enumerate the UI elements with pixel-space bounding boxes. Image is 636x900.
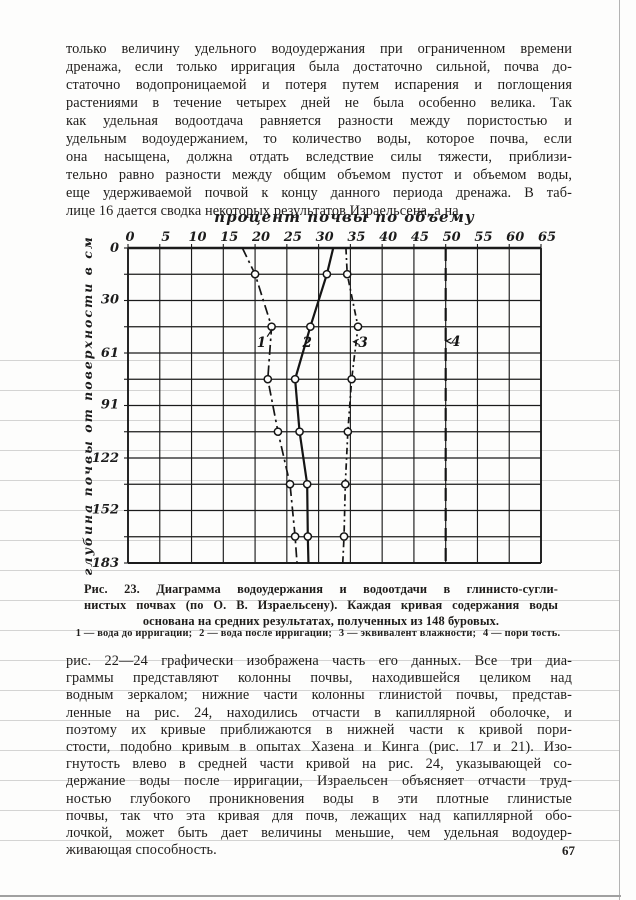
paragraph-bottom: рис. 22—24 графически изображена часть е… <box>66 653 572 859</box>
caption-line: нистых почвах (по О. В. Израельсену). Ка… <box>84 598 558 612</box>
svg-text:4: 4 <box>451 334 460 350</box>
svg-text:65: 65 <box>538 230 556 245</box>
text-line: только величину удельного водоудержания … <box>66 41 572 57</box>
svg-text:25: 25 <box>283 230 302 245</box>
text-line: поэтому их кривые приближаются в нижней … <box>66 721 572 738</box>
text-line: держание воды после ирригации, Израельсе… <box>66 773 572 790</box>
text-line: рис. 22—24 графически изображена часть е… <box>66 653 572 669</box>
text-line: растениями в течение четырех дней не был… <box>66 95 572 111</box>
text-line: удельным водоудержанием, то количество в… <box>66 131 572 147</box>
figure-legend: 1 — вода до ирригации; 2 — вода после ир… <box>58 628 578 639</box>
svg-text:60: 60 <box>506 230 524 245</box>
text-line: ленные на рис. 24, находились отчасти в … <box>66 704 572 721</box>
legend-item-3: 3 — эквивалент влажности; <box>338 628 477 639</box>
svg-text:30: 30 <box>316 230 334 245</box>
text-line: лочкой, может быть дает величины меньшие… <box>66 824 572 841</box>
svg-text:50: 50 <box>443 230 461 245</box>
text-line: дренажа, если только ирригация была дост… <box>66 59 572 75</box>
text-line: живающая способность. <box>66 842 217 859</box>
text-line: ностью глубокого проникновения воды в эт… <box>66 790 572 807</box>
caption-line: основана на средних результатах, получен… <box>142 614 500 628</box>
text-line: тельно равно разности между общим объемо… <box>66 167 572 183</box>
svg-text:5: 5 <box>161 230 170 245</box>
legend-item-1: 1 — вода до ирригации; <box>75 628 193 639</box>
svg-text:15: 15 <box>220 230 238 245</box>
caption-line: Рис. 23. Диаграмма водоудержания и водоо… <box>84 582 558 596</box>
paragraph-top: только величину удельного водоудержания … <box>66 40 572 220</box>
svg-text:55: 55 <box>474 230 492 245</box>
page-number: 67 <box>562 843 575 858</box>
legend-item-4: 4 — пори тость. <box>482 628 561 639</box>
text-line: почвы, так что эта кривая для почв, лежа… <box>66 807 572 824</box>
svg-text:40: 40 <box>379 230 397 245</box>
text-line: еще удерживаемой почвой к концу данного … <box>66 185 572 201</box>
text-line: граммы представляют колонны почвы, наход… <box>66 670 572 687</box>
text-line: водным зеркалом; нижние части колонны гл… <box>66 687 572 704</box>
legend-item-2: 2 — вода после ирригации; <box>199 628 333 639</box>
svg-text:2: 2 <box>301 335 311 351</box>
svg-text:35: 35 <box>347 230 365 245</box>
svg-text:10: 10 <box>188 230 206 245</box>
text-line: лице 16 дается сводка некоторых результа… <box>66 203 459 219</box>
text-line: как удельная водоотдача равняется разнос… <box>66 113 572 129</box>
text-line: стости, подобно кривым в опытах Хазена и… <box>66 738 572 755</box>
svg-text:45: 45 <box>411 230 429 245</box>
svg-text:1: 1 <box>257 335 266 351</box>
scan-border-vertical-line <box>619 0 620 900</box>
figure-caption: Рис. 23. Диаграмма водоудержания и водоо… <box>84 581 558 629</box>
text-line: гнутость влево в средней части кривой на… <box>66 756 572 773</box>
svg-text:0: 0 <box>110 241 119 256</box>
text-line: статочно водопроницаемой и потеря путем … <box>66 77 572 93</box>
svg-text:20: 20 <box>251 230 270 245</box>
svg-text:0: 0 <box>125 230 134 245</box>
scan-bottom-line <box>0 895 621 897</box>
svg-text:30: 30 <box>101 293 119 308</box>
text-line: она насыщена, должна отдать вследствие с… <box>66 149 572 165</box>
svg-text:3: 3 <box>358 335 367 351</box>
svg-text:61: 61 <box>101 346 119 361</box>
